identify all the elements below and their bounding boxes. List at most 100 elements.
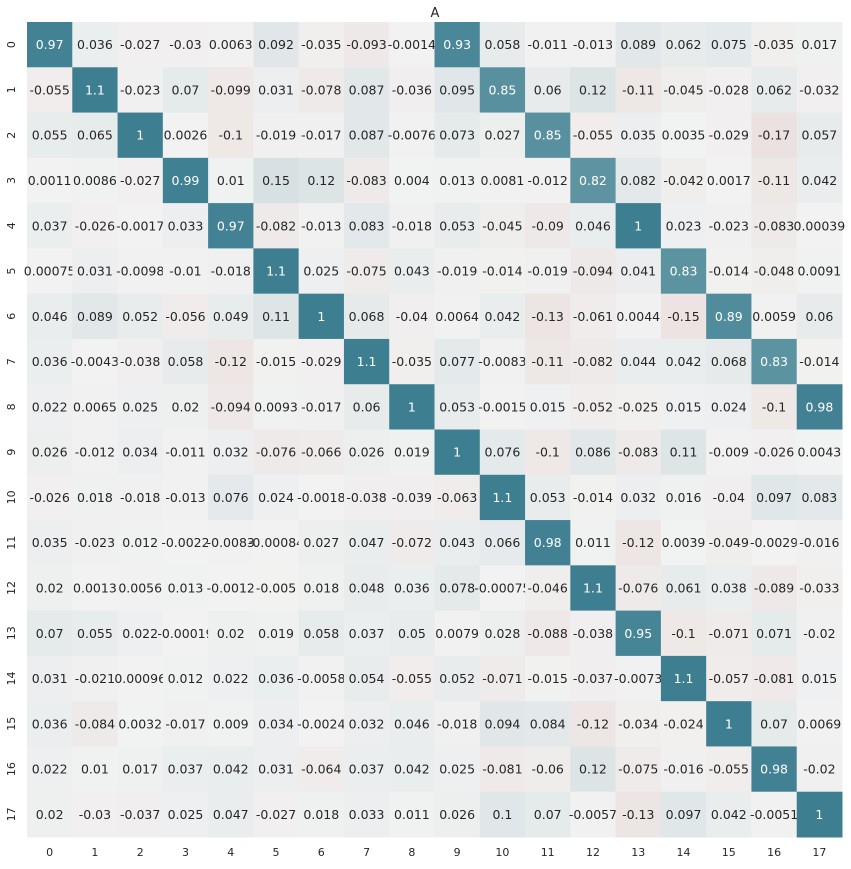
cell-value-label: -0.032 (799, 82, 839, 97)
heatmap-cell-r14-c13 (615, 655, 662, 702)
heatmap-cell-r3-c7 (343, 157, 390, 204)
heatmap-cell-r5-c4 (208, 248, 254, 295)
heatmap-cell-r10-c15 (706, 474, 752, 521)
heatmap-cell-r16-c16 (751, 746, 798, 793)
heatmap-cell-r10-c3 (162, 474, 209, 521)
cell-value-label: -0.018 (437, 716, 477, 731)
heatmap-cell-r13-c2 (117, 610, 164, 657)
cell-value-label: -0.04 (713, 490, 745, 505)
cell-value-label: -0.0024 (297, 716, 345, 731)
cell-value-label: 0.054 (349, 671, 385, 686)
cell-value-label: 0.89 (715, 309, 743, 324)
heatmap-cell-r9-c15 (706, 429, 752, 476)
cell-value-label: 0.013 (168, 580, 204, 595)
heatmap-cell-r10-c14 (660, 474, 707, 521)
heatmap-cell-r8-c3 (162, 384, 209, 430)
heatmap-cell-r3-c3 (162, 157, 209, 204)
cell-value-label: 0.0032 (118, 716, 162, 731)
cell-value-label: 0.053 (439, 399, 475, 414)
x-tick-label: 0 (46, 846, 53, 859)
heatmap-cell-r15-c10 (479, 701, 526, 747)
cell-value-label: -0.088 (528, 626, 568, 641)
heatmap-cell-r17-c4 (208, 791, 254, 838)
heatmap-cell-r14-c7 (343, 655, 390, 702)
heatmap-cell-r16-c12 (570, 746, 617, 793)
heatmap-cell-r3-c13 (615, 157, 662, 204)
cell-value-label: 0.071 (756, 626, 792, 641)
heatmap-cell-r17-c9 (434, 791, 481, 838)
cell-value-label: 0.0013 (73, 580, 117, 595)
cell-value-label: -0.04 (396, 309, 428, 324)
heatmap-cell-r10-c6 (298, 474, 345, 521)
cell-value-label: 0.0039 (662, 535, 706, 550)
cell-value-label: 0.06 (534, 82, 562, 97)
heatmap-cell-r11-c13 (615, 520, 662, 566)
cell-value-label: -0.039 (392, 490, 432, 505)
cell-value-label: -0.045 (482, 218, 522, 233)
cell-value-label: -0.12 (215, 354, 247, 369)
cell-value-label: -0.021 (75, 671, 115, 686)
heatmap-cell-r10-c13 (615, 474, 662, 521)
cell-value-label: 0.83 (670, 264, 698, 279)
heatmap-cell-r4-c9 (434, 203, 481, 249)
heatmap-cell-r4-c7 (343, 203, 390, 249)
cell-value-label: 1 (453, 445, 461, 460)
cell-value-label: 0.042 (485, 309, 521, 324)
heatmap-cell-r17-c13 (615, 791, 662, 838)
cell-value-label: 0.018 (303, 580, 339, 595)
cell-value-label: -0.0057 (569, 807, 617, 822)
heatmap-cell-r12-c13 (615, 565, 662, 612)
heatmap-cell-r4-c17 (796, 203, 843, 249)
cell-value-label: 0.061 (666, 580, 702, 595)
heatmap-cell-r1-c7 (343, 67, 390, 114)
cell-value-label: -0.03 (79, 807, 111, 822)
heatmap-cell-r6-c0 (27, 293, 73, 340)
cell-value-label: 0.025 (122, 399, 158, 414)
heatmap-cell-r12-c3 (162, 565, 209, 612)
heatmap-cell-r2-c4 (208, 112, 254, 159)
heatmap-cell-r6-c17 (796, 293, 843, 340)
cell-value-label: 0.065 (77, 128, 113, 143)
heatmap-cell-r3-c6 (298, 157, 345, 204)
cell-value-label: 0.1 (492, 807, 512, 822)
cell-value-label: 0.022 (213, 671, 249, 686)
y-tick-label: 15 (5, 717, 18, 731)
cell-value-label: 0.00096 (114, 671, 166, 686)
cell-value-label: -0.011 (528, 37, 568, 52)
cell-value-label: 0.035 (32, 535, 68, 550)
y-tick-label: 5 (5, 268, 18, 275)
y-tick-label: 1 (5, 86, 18, 93)
heatmap-cell-r13-c17 (796, 610, 843, 657)
cell-value-label: -0.012 (528, 173, 568, 188)
cell-value-label: 0.017 (122, 762, 158, 777)
heatmap-cell-r11-c7 (343, 520, 390, 566)
cell-value-label: -0.019 (528, 264, 568, 279)
heatmap-cell-r4-c11 (525, 203, 571, 249)
cell-value-label: -0.084 (75, 716, 115, 731)
cell-value-label: 0.012 (168, 671, 204, 686)
heatmap-cell-r13-c0 (27, 610, 73, 657)
cell-value-label: 0.036 (77, 37, 113, 52)
heatmap-cell-r17-c6 (298, 791, 345, 838)
cell-value-label: 1.1 (266, 264, 286, 279)
heatmap-cell-r11-c8 (389, 520, 435, 566)
heatmap-cell-r10-c16 (751, 474, 798, 521)
cell-value-label: -0.0022 (161, 535, 209, 550)
heatmap-cell-r7-c11 (525, 338, 571, 385)
heatmap-cell-r12-c7 (343, 565, 390, 612)
heatmap-cell-r3-c0 (27, 157, 73, 204)
x-axis-ticks: 0 1 2 3 4 5 6 7 8 9 10 11 12 13 14 15 16 17 (46, 846, 826, 859)
heatmap-cell-r7-c2 (117, 338, 164, 385)
heatmap-cell-r4-c13 (615, 203, 662, 249)
heatmap-cell-r4-c8 (389, 203, 435, 249)
cell-value-label: -0.094 (211, 399, 251, 414)
heatmap-cell-r15-c3 (162, 701, 209, 747)
heatmap-cell-r3-c1 (72, 157, 119, 204)
cell-value-label: 0.97 (217, 218, 245, 233)
heatmap-cell-r5-c10 (479, 248, 526, 295)
heatmap-cell-r9-c5 (253, 429, 300, 476)
heatmap-cell-r7-c13 (615, 338, 662, 385)
heatmap-cell-r6-c14 (660, 293, 707, 340)
heatmap-cell-r5-c16 (751, 248, 798, 295)
heatmap-cell-r7-c1 (72, 338, 119, 385)
